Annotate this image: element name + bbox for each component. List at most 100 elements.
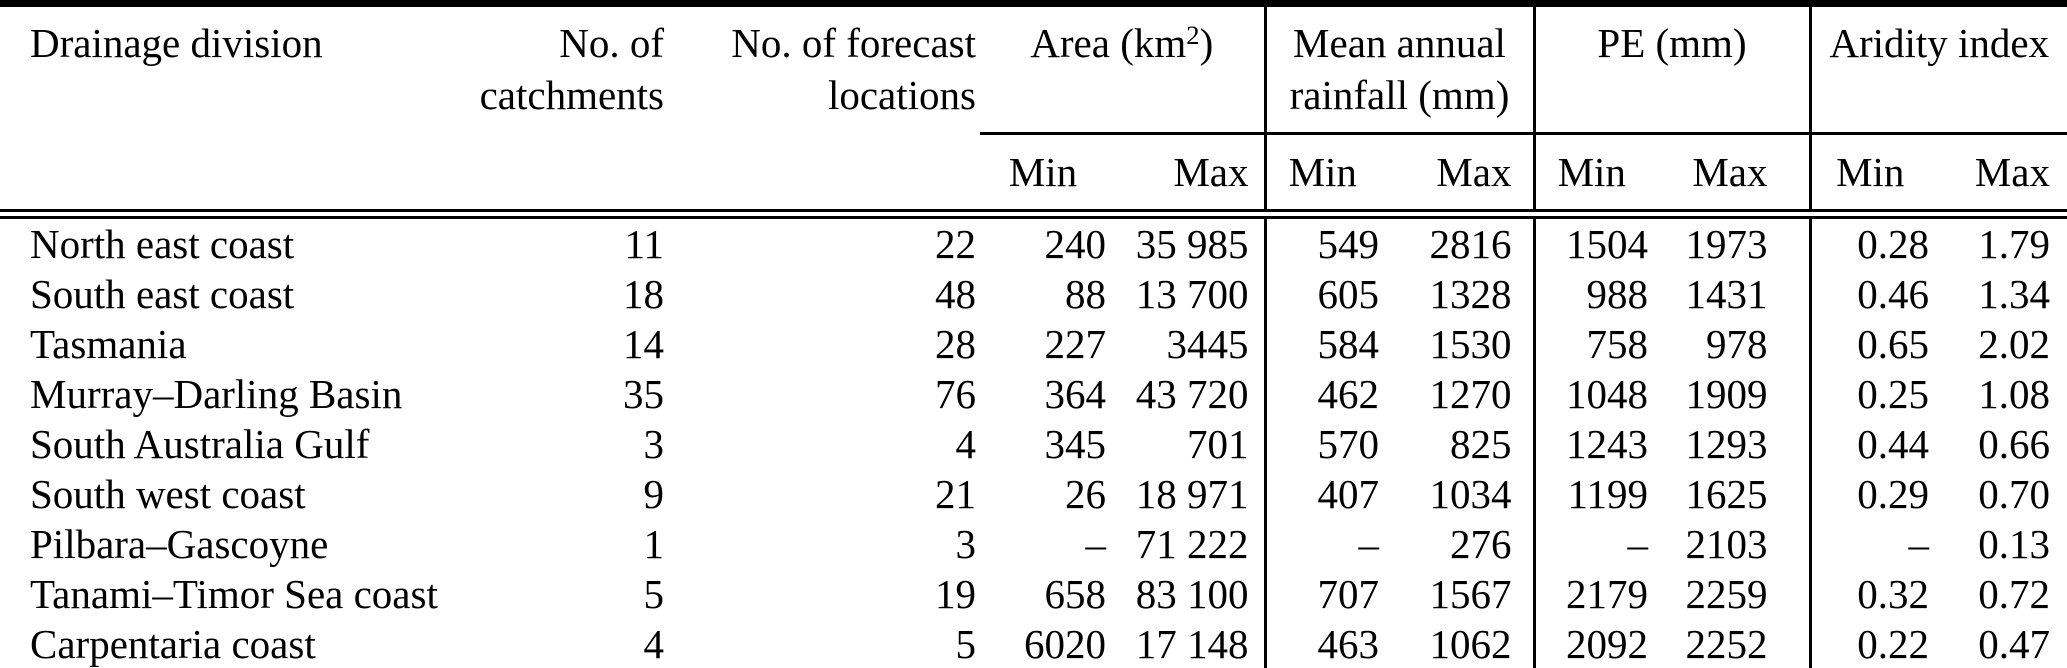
cell-no-of-forecast-locations: 76 <box>935 371 976 417</box>
catchments-header-line1: No. of <box>559 20 664 66</box>
cell-area-min: 240 <box>1044 221 1107 267</box>
cell-area-max: 17 148 <box>1106 619 1267 668</box>
column-group-header-mean-annual-rainfall: Mean annual rainfall (mm) <box>1265 3 1536 135</box>
cell-no-of-catchments: 18 <box>623 271 664 317</box>
cell-area-min: – <box>1085 521 1107 567</box>
cell-aridity-max: 1.34 <box>1978 271 2050 317</box>
cell-aridity-max: 0.13 <box>1978 521 2050 567</box>
cell-no-of-forecast-locations: 5 <box>955 621 977 667</box>
cell-aridity-max: 0.66 <box>1978 421 2050 467</box>
cell-rainfall-max: 1328 <box>1379 269 1536 319</box>
cell-area-min: 6020 <box>1024 621 1106 667</box>
cell-pe-min: 1504 <box>1566 221 1648 267</box>
column-header-no-of-forecast-locations: No. of forecast locations <box>670 3 980 219</box>
cell-rainfall-min: 463 <box>1317 621 1380 667</box>
cell-rainfall-min: 584 <box>1317 321 1380 367</box>
cell-area-max: 43 720 <box>1106 369 1267 419</box>
cell-pe-min: 2092 <box>1566 621 1648 667</box>
cell-drainage-division: Tanami–Timor Sea coast <box>30 571 438 617</box>
table-row: South west coast 9 21 26 18 971 407 1034… <box>0 469 2067 519</box>
cell-rainfall-min: 549 <box>1317 221 1380 267</box>
column-group-header-pe: PE (mm) <box>1534 3 1812 135</box>
cell-rainfall-min: 570 <box>1317 421 1380 467</box>
cell-area-min: 658 <box>1044 571 1107 617</box>
table-row: South east coast 18 48 88 13 700 605 132… <box>0 269 2067 319</box>
forecast-header-line2: locations <box>827 72 976 118</box>
cell-pe-max: 1431 <box>1648 269 1812 319</box>
cell-aridity-min: – <box>1908 521 1930 567</box>
cell-no-of-catchments: 3 <box>643 421 665 467</box>
cell-aridity-max: 0.70 <box>1978 471 2050 517</box>
cell-no-of-catchments: 5 <box>643 571 665 617</box>
table-row: Carpentaria coast 4 5 6020 17 148 463 10… <box>0 619 2067 668</box>
column-header-no-of-catchments: No. of catchments <box>450 3 670 219</box>
cell-drainage-division: Tasmania <box>30 321 187 367</box>
cell-rainfall-max: 1034 <box>1379 469 1536 519</box>
cell-area-max: 3445 <box>1106 319 1267 369</box>
cell-no-of-catchments: 35 <box>623 371 664 417</box>
cell-pe-max: 2252 <box>1648 619 1812 668</box>
cell-rainfall-min: 605 <box>1317 271 1380 317</box>
cell-no-of-catchments: 14 <box>623 321 664 367</box>
column-header-area-max: Max <box>1106 133 1267 219</box>
column-header-drainage-division-label: Drainage division <box>30 20 323 66</box>
cell-no-of-forecast-locations: 28 <box>935 321 976 367</box>
cell-aridity-min: 0.29 <box>1857 471 1929 517</box>
cell-area-min: 88 <box>1065 271 1106 317</box>
catchments-header-line2: catchments <box>479 72 664 118</box>
column-group-header-area: Area (km2) <box>980 3 1267 135</box>
column-header-area-min: Min <box>980 133 1106 219</box>
cell-pe-min: 758 <box>1586 321 1649 367</box>
column-header-drainage-division: Drainage division <box>0 3 450 219</box>
cell-area-min: 345 <box>1044 421 1107 467</box>
table-row: Tanami–Timor Sea coast 5 19 658 83 100 7… <box>0 569 2067 619</box>
table-row: North east coast 11 22 240 35 985 549 28… <box>0 214 2067 269</box>
cell-rainfall-max: 2816 <box>1379 214 1536 269</box>
cell-aridity-min: 0.46 <box>1857 271 1929 317</box>
cell-drainage-division: Murray–Darling Basin <box>30 371 403 417</box>
cell-aridity-max: 1.79 <box>1978 221 2050 267</box>
cell-area-max: 701 <box>1106 419 1267 469</box>
aridity-header-label: Aridity index <box>1829 20 2050 66</box>
cell-no-of-catchments: 4 <box>643 621 665 667</box>
cell-pe-min: 2179 <box>1566 571 1648 617</box>
cell-rainfall-min: 707 <box>1317 571 1380 617</box>
column-header-aridity-min: Min <box>1810 133 1929 219</box>
cell-pe-max: 978 <box>1648 319 1812 369</box>
table-row: South Australia Gulf 3 4 345 701 570 825… <box>0 419 2067 469</box>
cell-pe-min: – <box>1627 521 1649 567</box>
cell-drainage-division: Carpentaria coast <box>30 621 316 667</box>
cell-rainfall-max: 1062 <box>1379 619 1536 668</box>
cell-rainfall-min: – <box>1358 521 1380 567</box>
forecast-header-line1: No. of forecast <box>731 20 976 66</box>
table-body: North east coast 11 22 240 35 985 549 28… <box>0 214 2067 668</box>
cell-pe-max: 1625 <box>1648 469 1812 519</box>
column-header-rainfall-max: Max <box>1379 133 1536 219</box>
cell-pe-min: 1199 <box>1567 471 1648 517</box>
cell-aridity-max: 2.02 <box>1978 321 2050 367</box>
cell-no-of-catchments: 11 <box>624 221 664 267</box>
cell-aridity-min: 0.28 <box>1857 221 1929 267</box>
cell-rainfall-max: 825 <box>1379 419 1536 469</box>
area-header-superscript: 2 <box>1186 19 1200 50</box>
cell-drainage-division: South Australia Gulf <box>30 421 370 467</box>
cell-drainage-division: South east coast <box>30 271 295 317</box>
cell-pe-max: 2259 <box>1648 569 1812 619</box>
cell-aridity-max: 0.47 <box>1978 621 2050 667</box>
cell-drainage-division: North east coast <box>30 221 295 267</box>
cell-no-of-forecast-locations: 21 <box>935 471 976 517</box>
table-row: Murray–Darling Basin 35 76 364 43 720 46… <box>0 369 2067 419</box>
cell-no-of-forecast-locations: 19 <box>935 571 976 617</box>
cell-aridity-min: 0.22 <box>1857 621 1929 667</box>
cell-pe-max: 1293 <box>1648 419 1812 469</box>
column-header-pe-max: Max <box>1648 133 1812 219</box>
cell-pe-max: 1909 <box>1648 369 1812 419</box>
table-row: Tasmania 14 28 227 3445 584 1530 758 978… <box>0 319 2067 369</box>
area-header-text: Area (km <box>1030 20 1187 66</box>
cell-pe-max: 2103 <box>1648 519 1812 569</box>
cell-no-of-forecast-locations: 4 <box>955 421 977 467</box>
cell-no-of-catchments: 1 <box>643 521 665 567</box>
cell-rainfall-max: 1270 <box>1379 369 1536 419</box>
column-header-rainfall-min: Min <box>1265 133 1379 219</box>
